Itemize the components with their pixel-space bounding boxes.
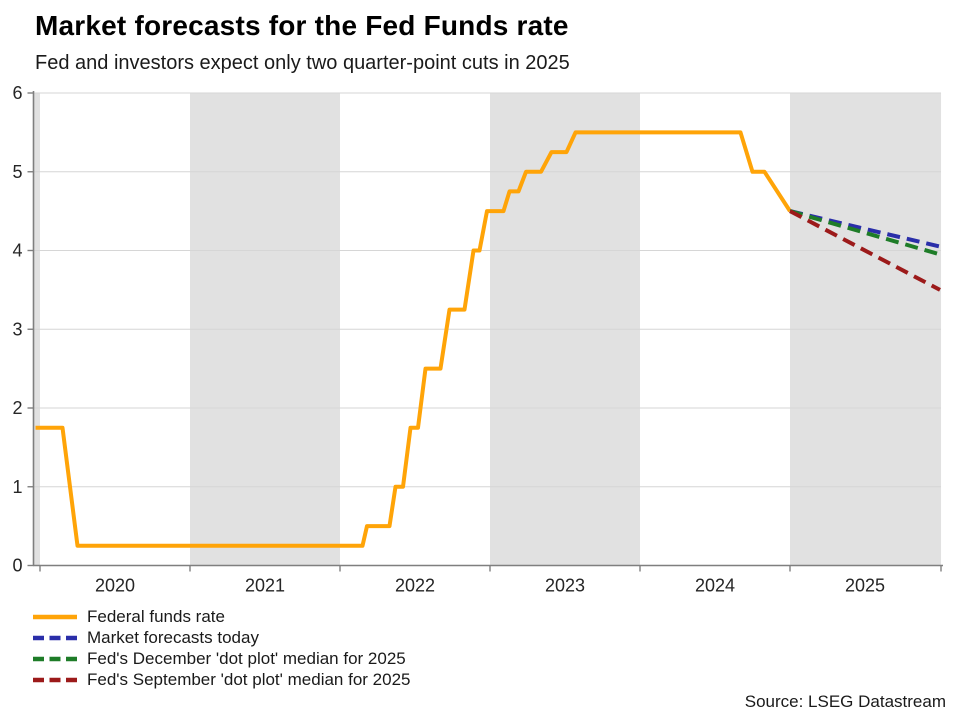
y-tick-label: 6 xyxy=(12,83,22,103)
page-title: Market forecasts for the Fed Funds rate xyxy=(35,10,569,41)
y-tick-label: 5 xyxy=(12,162,22,182)
legend-item: Federal funds rate xyxy=(33,606,410,627)
y-tick-label: 4 xyxy=(12,241,22,261)
series-line-fed-s-december-dot-plot-median-for-2025 xyxy=(789,209,941,257)
x-tick-label: 2023 xyxy=(545,576,585,596)
legend-label: Fed's September 'dot plot' median for 20… xyxy=(87,670,411,689)
legend-label: Fed's December 'dot plot' median for 202… xyxy=(87,649,406,668)
y-tick-label: 3 xyxy=(12,319,22,339)
legend-swatch-dashed-line xyxy=(33,677,77,682)
legend-item: Fed's September 'dot plot' median for 20… xyxy=(33,669,410,690)
x-tick-label: 2020 xyxy=(95,576,135,596)
x-tick-label: 2024 xyxy=(695,576,735,596)
legend-label: Federal funds rate xyxy=(87,607,225,626)
x-tick-label: 2022 xyxy=(395,576,435,596)
source-credit: Source: LSEG Datastream xyxy=(744,692,946,711)
legend-item: Fed's December 'dot plot' median for 202… xyxy=(33,648,410,669)
chart-legend: Federal funds rate Market forecasts today… xyxy=(33,606,410,690)
x-tick-label: 2021 xyxy=(245,576,285,596)
series-line-fed-s-september-dot-plot-median-for-2025 xyxy=(789,209,941,292)
chart-subtitle: Fed and investors expect only two quarte… xyxy=(35,52,570,74)
legend-swatch-solid-line xyxy=(33,614,77,619)
legend-swatch-dashed-line xyxy=(33,656,77,661)
y-tick-label: 1 xyxy=(12,477,22,497)
y-tick-label: 2 xyxy=(12,398,22,418)
legend-label: Market forecasts today xyxy=(87,628,259,647)
legend-swatch-dashed-line xyxy=(33,635,77,640)
x-tick-label: 2025 xyxy=(845,576,885,596)
y-tick-label: 0 xyxy=(12,556,22,576)
series-line-federal-funds-rate xyxy=(35,130,792,548)
legend-item: Market forecasts today xyxy=(33,627,410,648)
